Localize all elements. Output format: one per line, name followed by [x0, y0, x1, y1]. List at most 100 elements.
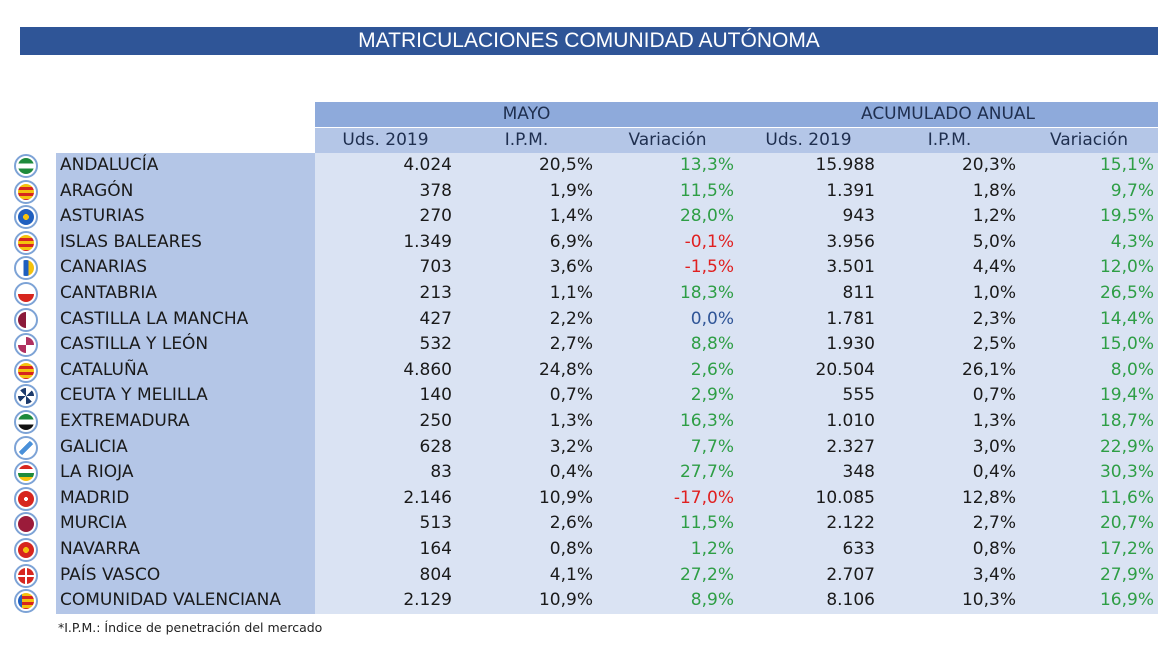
month-ipm-cell: 3,2%	[549, 436, 593, 457]
row-values: 378 1,9% 11,5% 1.391 1,8% 9,7%	[315, 178, 1158, 205]
month-units-cell: 378	[419, 180, 452, 201]
region-name: PAÍS VASCO	[56, 562, 315, 589]
region-name: EXTREMADURA	[56, 408, 315, 435]
month-variation-cell: 18,3%	[679, 282, 734, 303]
table-row: ARAGÓN 378 1,9% 11,5% 1.391 1,8% 9,7%	[14, 178, 1158, 205]
annual-variation-cell: 19,5%	[1099, 206, 1154, 227]
month-ipm-cell: 0,8%	[549, 538, 593, 559]
canarias-flag-icon	[14, 256, 38, 281]
month-ipm-cell: 1,1%	[549, 282, 593, 303]
region-name: COMUNIDAD VALENCIANA	[56, 588, 315, 614]
region-name: CANARIAS	[56, 255, 315, 281]
region-name: CEUTA Y MELILLA	[56, 383, 315, 409]
annual-ipm-cell: 1,2%	[972, 206, 1016, 227]
month-variation-cell: 2,9%	[690, 385, 734, 406]
group-header-annual: ACUMULADO ANUAL	[860, 104, 1035, 124]
table-row: PAÍS VASCO 804 4,1% 27,2% 2.707 3,4% 27,9%	[14, 562, 1158, 589]
month-ipm-cell: 1,3%	[549, 410, 593, 431]
month-variation-cell: 1,2%	[690, 538, 734, 559]
aragon-flag-icon	[14, 179, 38, 204]
table-row: MADRID 2.146 10,9% -17,0% 10.085 12,8% 11,6%	[14, 485, 1158, 512]
month-ipm-cell: 4,1%	[549, 564, 593, 585]
extremadura-flag-icon	[14, 409, 38, 434]
region-name: GALICIA	[56, 434, 315, 461]
table-row: MURCIA 513 2,6% 11,5% 2.122 2,7% 20,7%	[14, 511, 1158, 537]
column-header: I.P.M.	[504, 130, 549, 150]
cantabria-flag-icon	[14, 281, 38, 306]
month-variation-cell: -17,0%	[673, 487, 734, 508]
month-variation-cell: -0,1%	[684, 231, 734, 252]
month-units-cell: 270	[419, 206, 452, 227]
annual-variation-cell: 11,6%	[1099, 487, 1154, 508]
murcia-flag-icon	[14, 512, 38, 537]
month-variation-cell: 28,0%	[679, 206, 734, 227]
column-header: Variación	[628, 130, 707, 150]
annual-variation-cell: 14,4%	[1099, 308, 1154, 329]
month-ipm-cell: 20,5%	[538, 155, 593, 175]
month-units-cell: 4.024	[403, 155, 452, 175]
page-title: MATRICULACIONES COMUNIDAD AUTÓNOMA	[20, 27, 1158, 55]
region-name: MURCIA	[56, 511, 315, 537]
galicia-flag-icon	[14, 435, 38, 460]
month-ipm-cell: 0,7%	[549, 385, 593, 406]
month-units-cell: 250	[419, 410, 452, 431]
annual-variation-cell: 15,0%	[1099, 334, 1154, 355]
annual-ipm-cell: 3,4%	[972, 564, 1016, 585]
table-row: CANARIAS 703 3,6% -1,5% 3.501 4,4% 12,0%	[14, 255, 1158, 281]
annual-variation-cell: 22,9%	[1099, 436, 1154, 457]
table-row: CATALUÑA 4.860 24,8% 2,6% 20.504 26,1% 8,0%	[14, 357, 1158, 384]
annual-variation-cell: 27,9%	[1099, 564, 1154, 585]
row-values: 2.129 10,9% 8,9% 8.106 10,3% 16,9%	[315, 588, 1158, 614]
region-name: NAVARRA	[56, 536, 315, 563]
annual-ipm-cell: 2,3%	[972, 308, 1016, 329]
pais-vasco-flag-icon	[14, 563, 38, 588]
row-values: 703 3,6% -1,5% 3.501 4,4% 12,0%	[315, 255, 1158, 281]
navarra-flag-icon	[14, 537, 38, 562]
row-values: 140 0,7% 2,9% 555 0,7% 19,4%	[315, 383, 1158, 409]
row-values: 4.024 20,5% 13,3% 15.988 20,3% 15,1%	[315, 153, 1158, 179]
month-units-cell: 4.860	[403, 359, 452, 380]
row-values: 83 0,4% 27,7% 348 0,4% 30,3%	[315, 460, 1158, 486]
annual-ipm-cell: 5,0%	[972, 231, 1016, 252]
row-values: 513 2,6% 11,5% 2.122 2,7% 20,7%	[315, 511, 1158, 537]
row-values: 427 2,2% 0,0% 1.781 2,3% 14,4%	[315, 306, 1158, 333]
month-units-cell: 2.129	[403, 590, 452, 611]
month-units-cell: 140	[419, 385, 452, 406]
annual-units-cell: 555	[842, 385, 875, 406]
table-row: CASTILLA LA MANCHA 427 2,2% 0,0% 1.781 2,3% 14…	[14, 306, 1158, 333]
annual-units-cell: 1.010	[826, 410, 875, 431]
ceuta-melilla-flag-icon	[14, 384, 38, 409]
row-values: 270 1,4% 28,0% 943 1,2% 19,5%	[315, 204, 1158, 230]
annual-ipm-cell: 4,4%	[972, 257, 1016, 278]
annual-variation-cell: 19,4%	[1099, 385, 1154, 406]
month-ipm-cell: 10,9%	[538, 487, 593, 508]
table-row: LA RIOJA 83 0,4% 27,7% 348 0,4% 30,3%	[14, 460, 1158, 486]
annual-units-cell: 8.106	[826, 590, 875, 611]
annual-units-cell: 2.327	[826, 436, 875, 457]
annual-ipm-cell: 0,4%	[972, 462, 1016, 483]
annual-units-cell: 1.391	[826, 180, 875, 201]
month-units-cell: 164	[419, 538, 452, 559]
table-row: ISLAS BALEARES 1.349 6,9% -0,1% 3.956 5,0% 4,3…	[14, 229, 1158, 256]
region-name: LA RIOJA	[56, 460, 315, 486]
annual-ipm-cell: 10,3%	[961, 590, 1016, 611]
footnote: *I.P.M.: Índice de penetración del merca…	[58, 620, 323, 635]
table-row: ANDALUCÍA 4.024 20,5% 13,3% 15.988 20,3% 15,1%	[14, 153, 1158, 179]
column-header: I.P.M.	[927, 130, 972, 150]
month-variation-cell: 8,9%	[690, 590, 734, 611]
annual-variation-cell: 15,1%	[1099, 155, 1154, 175]
month-variation-cell: 13,3%	[679, 155, 734, 175]
annual-units-cell: 10.085	[815, 487, 875, 508]
annual-ipm-cell: 3,0%	[972, 436, 1016, 457]
annual-units-cell: 348	[842, 462, 875, 483]
group-header-row: MAYO ACUMULADO ANUAL	[315, 102, 1158, 127]
table-row: CEUTA Y MELILLA 140 0,7% 2,9% 555 0,7% 19,4%	[14, 383, 1158, 409]
annual-units-cell: 2.122	[826, 513, 875, 534]
row-values: 804 4,1% 27,2% 2.707 3,4% 27,9%	[315, 562, 1158, 589]
castilla-la-mancha-flag-icon	[14, 307, 38, 332]
annual-variation-cell: 8,0%	[1110, 359, 1154, 380]
cataluna-flag-icon	[14, 358, 38, 383]
region-name: CASTILLA Y LEÓN	[56, 332, 315, 358]
annual-variation-cell: 18,7%	[1099, 410, 1154, 431]
month-units-cell: 513	[419, 513, 452, 534]
